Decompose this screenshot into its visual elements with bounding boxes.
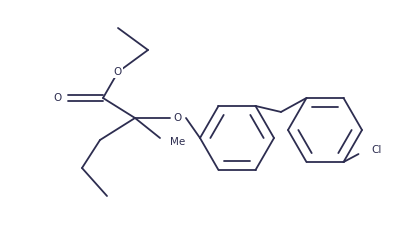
Text: O: O <box>114 67 122 77</box>
Text: Cl: Cl <box>372 145 382 155</box>
Text: O: O <box>174 113 182 123</box>
Text: Me: Me <box>170 137 185 147</box>
Text: O: O <box>54 93 62 103</box>
